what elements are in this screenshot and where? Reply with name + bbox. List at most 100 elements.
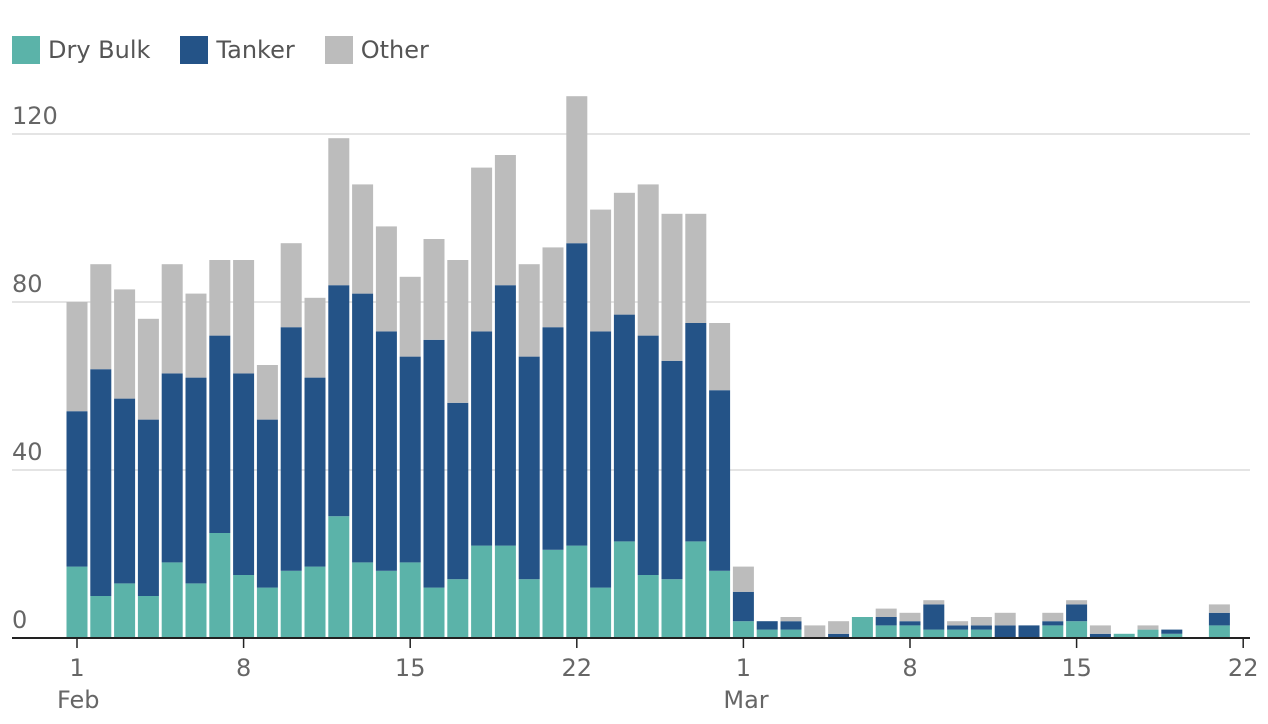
x-tick-label: 22 xyxy=(562,654,593,682)
bar-other xyxy=(994,612,1016,626)
bar-dry-bulk xyxy=(352,562,374,638)
bar-dry-bulk xyxy=(875,625,897,638)
bar-tanker xyxy=(304,377,326,567)
bar-other xyxy=(280,243,302,328)
bar-other xyxy=(399,276,421,357)
y-tick-label: 0 xyxy=(12,606,27,634)
bar-dry-bulk xyxy=(399,562,421,638)
bar-tanker xyxy=(542,327,564,550)
bar-other xyxy=(590,209,612,332)
bar-dry-bulk xyxy=(494,545,516,638)
bar-other xyxy=(423,239,445,340)
bar-dry-bulk xyxy=(1042,625,1064,638)
bar-other xyxy=(947,621,969,626)
bar-other xyxy=(256,365,278,420)
bar-dry-bulk xyxy=(1113,633,1135,638)
bar-other xyxy=(732,566,754,592)
bar-dry-bulk xyxy=(161,562,183,638)
bar-other xyxy=(233,260,255,374)
bar-tanker xyxy=(828,633,850,638)
bar-other xyxy=(970,617,992,626)
bar-tanker xyxy=(637,335,659,575)
axes: 0 40 80 120 1 8 15 22 1 8 15 22 Feb Mar xyxy=(12,102,1258,714)
bar-other xyxy=(542,247,564,328)
bar-tanker xyxy=(352,293,374,563)
bar-tanker xyxy=(685,323,707,542)
x-tick-label: 15 xyxy=(1061,654,1092,682)
bar-tanker xyxy=(256,419,278,588)
bar-other xyxy=(137,318,159,420)
bars xyxy=(66,96,1230,638)
bar-tanker xyxy=(375,331,397,571)
chart-legend: Dry Bulk Tanker Other xyxy=(12,36,459,64)
legend-label-dry-bulk: Dry Bulk xyxy=(48,36,151,64)
bar-tanker xyxy=(947,625,969,630)
bar-dry-bulk xyxy=(233,575,255,638)
bar-tanker xyxy=(1161,629,1183,634)
bar-other xyxy=(613,192,635,315)
bar-other xyxy=(1089,625,1111,634)
x-tick-label: 15 xyxy=(395,654,426,682)
bar-tanker xyxy=(875,617,897,626)
bar-other xyxy=(828,621,850,634)
bar-dry-bulk xyxy=(709,570,731,638)
month-label: Mar xyxy=(723,686,768,714)
bar-tanker xyxy=(518,356,540,580)
bar-other xyxy=(209,260,231,336)
bar-dry-bulk xyxy=(447,579,469,638)
bar-dry-bulk xyxy=(90,596,112,638)
bar-dry-bulk xyxy=(328,516,350,638)
bar-dry-bulk xyxy=(947,629,969,638)
bar-dry-bulk xyxy=(732,621,754,638)
bar-other xyxy=(328,138,350,286)
bar-dry-bulk xyxy=(375,570,397,638)
x-tick-label: 8 xyxy=(902,654,917,682)
bar-dry-bulk xyxy=(923,629,945,638)
bar-other xyxy=(685,213,707,323)
bar-dry-bulk xyxy=(780,629,802,638)
bar-dry-bulk xyxy=(1161,633,1183,638)
bar-other xyxy=(804,625,826,638)
bar-tanker xyxy=(923,604,945,630)
bar-tanker xyxy=(780,621,802,630)
bar-tanker xyxy=(399,356,421,563)
legend-label-tanker: Tanker xyxy=(216,36,295,64)
bar-tanker xyxy=(114,398,136,584)
bar-tanker xyxy=(471,331,493,546)
x-tick-label: 1 xyxy=(736,654,751,682)
x-tick-label: 1 xyxy=(69,654,84,682)
bar-dry-bulk xyxy=(137,596,159,638)
bar-tanker xyxy=(328,285,350,517)
bar-dry-bulk xyxy=(185,583,207,638)
legend-item-tanker: Tanker xyxy=(180,36,295,64)
bar-other xyxy=(1137,625,1159,630)
y-tick-label: 80 xyxy=(12,270,43,298)
legend-label-other: Other xyxy=(360,36,429,64)
bar-other xyxy=(447,260,469,403)
bar-other xyxy=(566,96,588,244)
bar-tanker xyxy=(447,402,469,580)
legend-swatch-other xyxy=(324,36,353,64)
bar-tanker xyxy=(423,339,445,588)
bar-tanker xyxy=(161,373,183,563)
bar-tanker xyxy=(970,625,992,630)
bar-tanker xyxy=(613,314,635,542)
bar-tanker xyxy=(185,377,207,584)
bar-tanker xyxy=(280,327,302,571)
bar-tanker xyxy=(66,411,88,567)
bar-other xyxy=(637,184,659,336)
y-tick-label: 120 xyxy=(12,102,58,130)
bar-other xyxy=(352,184,374,294)
bar-other xyxy=(185,293,207,378)
x-tick-label: 22 xyxy=(1228,654,1259,682)
bar-dry-bulk xyxy=(256,587,278,638)
bar-dry-bulk xyxy=(280,570,302,638)
bar-dry-bulk xyxy=(685,541,707,638)
bar-tanker xyxy=(709,390,731,571)
bar-other xyxy=(661,213,683,361)
bar-other xyxy=(899,612,921,622)
y-tick-label: 40 xyxy=(12,438,43,466)
bar-tanker xyxy=(1042,621,1064,626)
bar-other xyxy=(494,155,516,286)
